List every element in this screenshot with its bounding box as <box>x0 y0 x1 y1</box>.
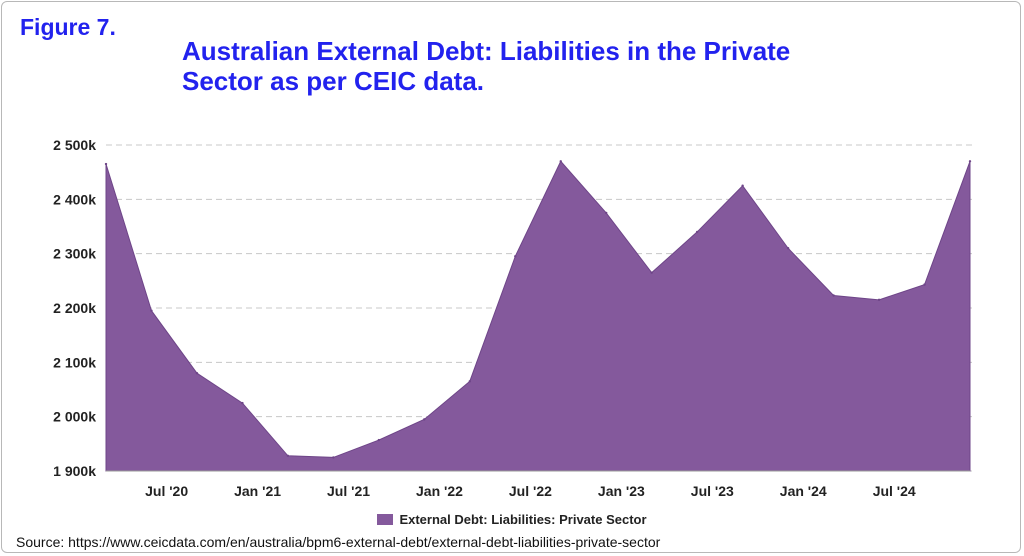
data-point <box>923 283 926 286</box>
data-point <box>877 298 881 302</box>
data-point <box>741 184 744 187</box>
source-citation: Source: https://www.ceicdata.com/en/aust… <box>16 534 661 550</box>
data-point <box>514 255 517 258</box>
data-point <box>968 160 972 163</box>
legend-label: External Debt: Liabilities: Private Sect… <box>399 512 647 527</box>
data-point <box>150 309 153 312</box>
y-tick-label: 2 000k <box>53 409 96 425</box>
data-point <box>468 380 471 383</box>
chart-title: Australian External Debt: Liabilities in… <box>182 36 882 96</box>
figure-label: Figure 7. <box>20 14 116 40</box>
x-tick-label: Jan '24 <box>780 483 827 499</box>
data-point <box>786 247 790 250</box>
x-tick-label: Jan '22 <box>416 483 463 499</box>
y-tick-label: 2 100k <box>53 354 96 370</box>
data-point <box>423 418 426 421</box>
x-tick-label: Jul '20 <box>145 483 188 499</box>
data-point <box>695 230 699 234</box>
legend[interactable]: External Debt: Liabilities: Private Sect… <box>0 512 1024 527</box>
data-point <box>605 211 608 215</box>
x-tick-label: Jan '21 <box>234 483 281 499</box>
y-tick-label: 2 400k <box>53 191 96 207</box>
y-tick-label: 2 500k <box>53 137 96 153</box>
data-point <box>286 454 290 457</box>
data-point <box>332 456 335 459</box>
x-tick-label: Jul '24 <box>873 483 916 499</box>
series-area <box>105 160 971 472</box>
legend-swatch <box>377 514 394 525</box>
chart-title-line-1: Australian External Debt: Liabilities in… <box>182 36 791 66</box>
x-tick-label: Jan '23 <box>598 483 645 499</box>
y-tick-label: 2 200k <box>53 300 96 316</box>
data-point <box>241 401 244 405</box>
data-point <box>377 438 381 442</box>
chart-title-line-2: Sector as per CEIC data. <box>182 66 484 96</box>
x-tick-label: Jul '21 <box>327 483 370 499</box>
y-tick-label: 2 300k <box>53 246 96 262</box>
data-point <box>559 160 562 163</box>
y-tick-label: 1 900k <box>53 463 96 479</box>
x-tick-label: Jul '22 <box>509 483 552 499</box>
x-tick-label: Jul '23 <box>691 483 734 499</box>
data-point <box>650 271 653 274</box>
data-point <box>832 294 835 297</box>
data-point <box>104 162 108 166</box>
data-point <box>195 372 199 375</box>
